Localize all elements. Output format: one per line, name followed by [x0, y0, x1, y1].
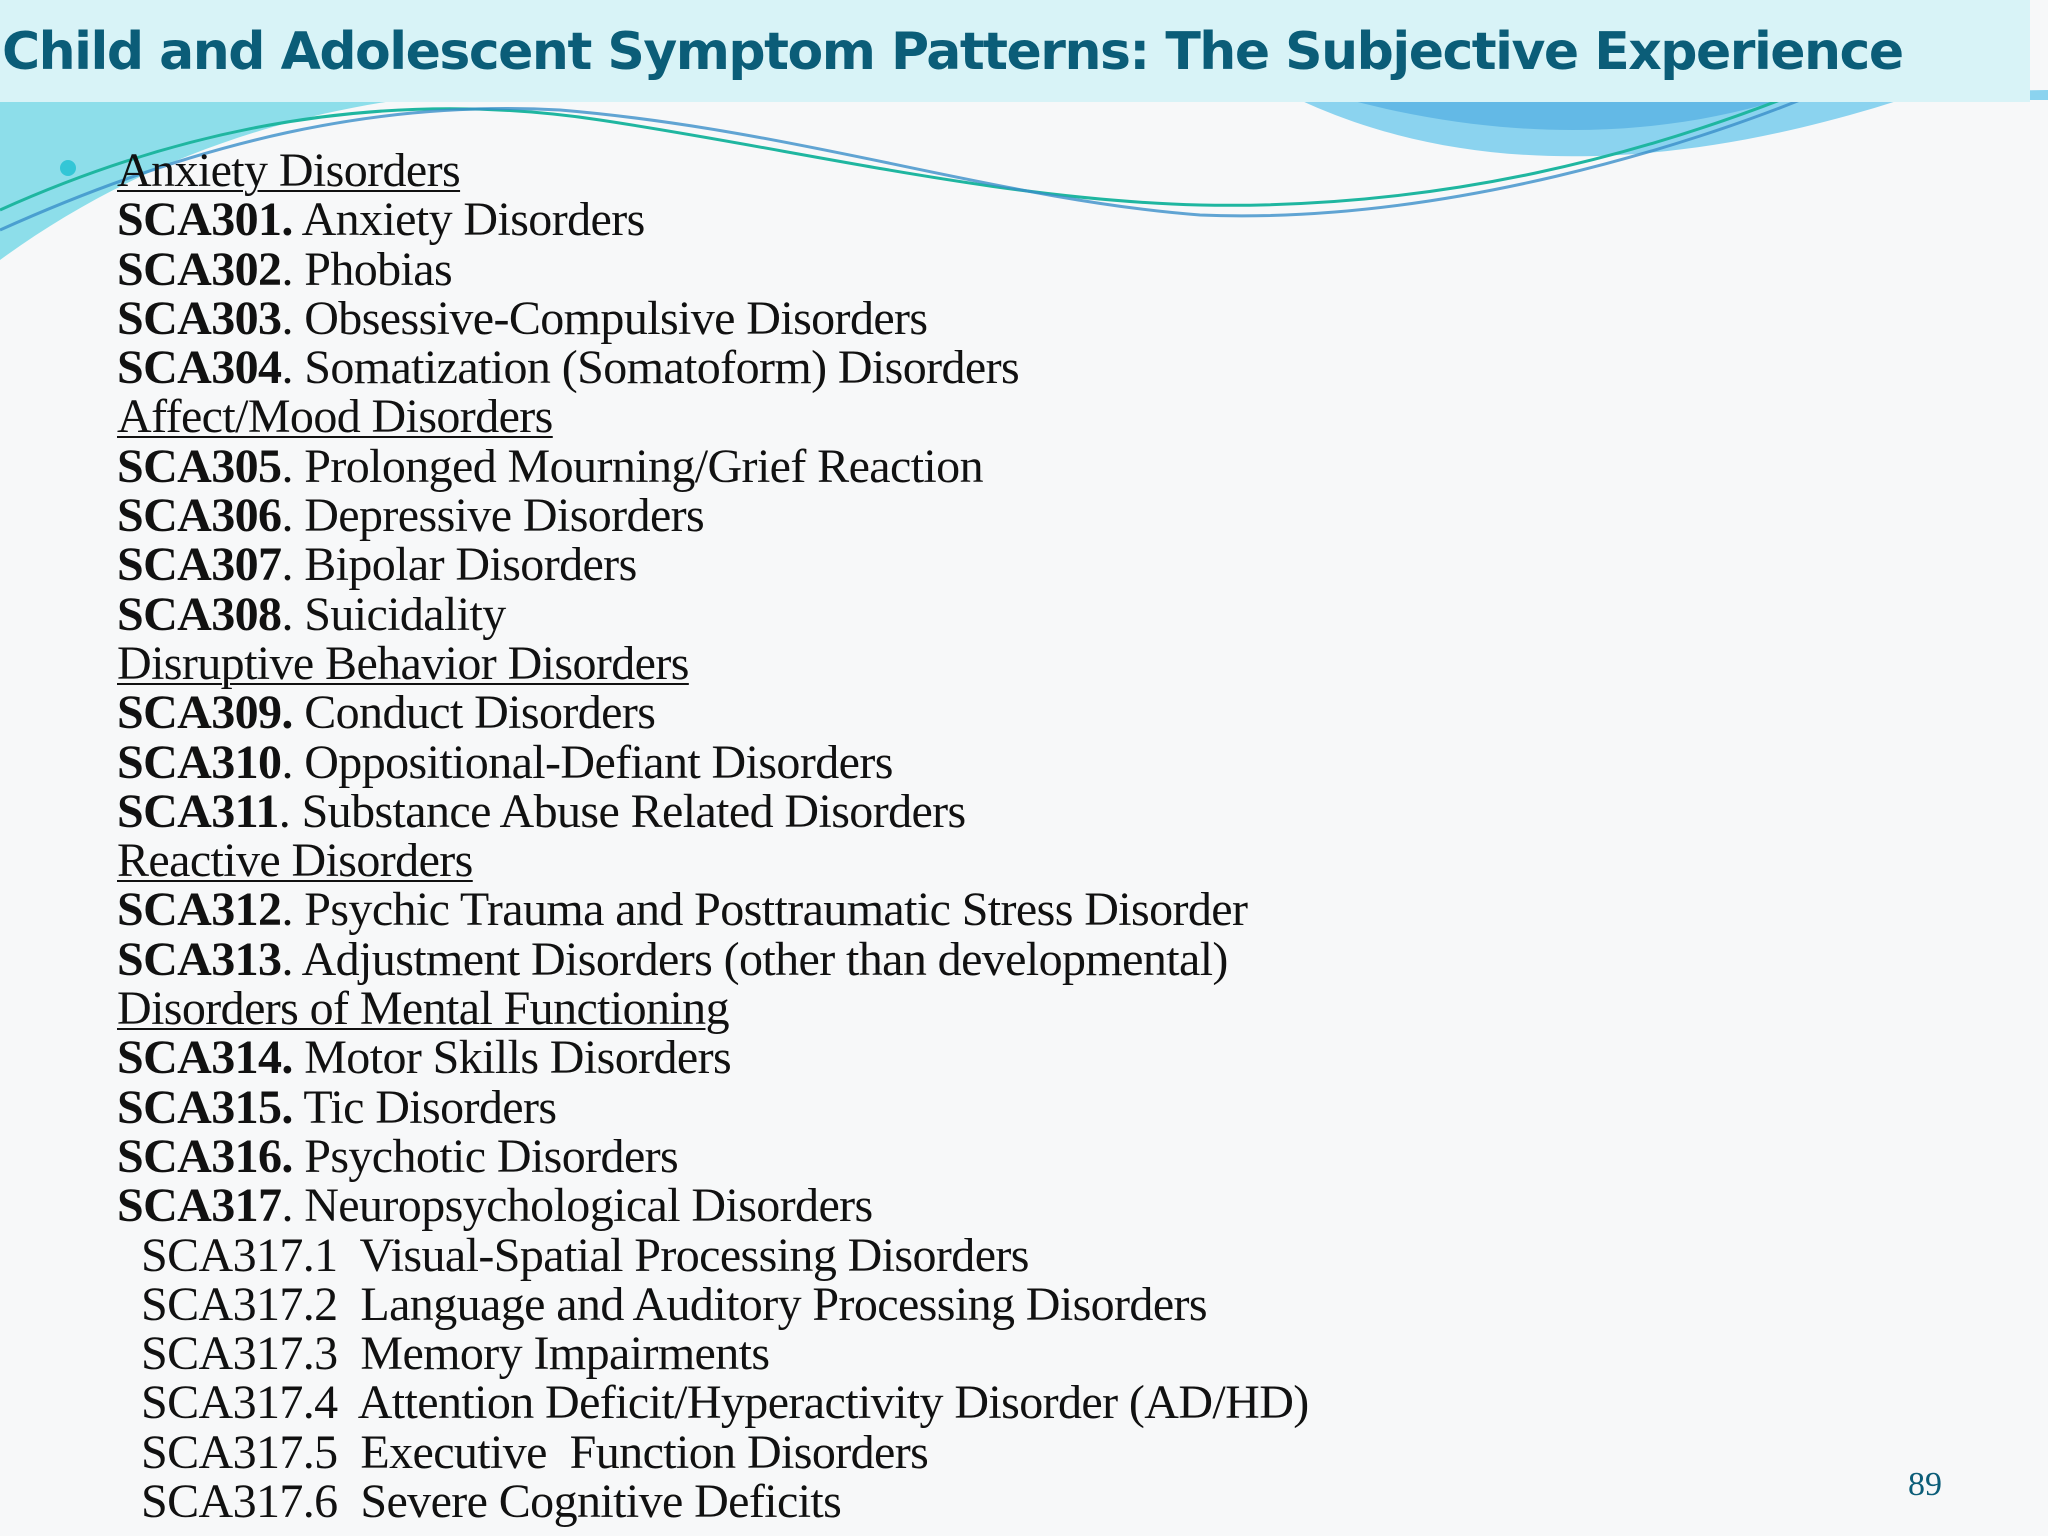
section-heading: Affect/Mood Disorders: [117, 392, 1309, 441]
item-code: SCA309.: [117, 686, 293, 740]
item-label: . Psychic Trauma and Posttraumatic Stres…: [281, 883, 1248, 937]
item-label: . Phobias: [281, 242, 453, 296]
item-label: Motor Skills Disorders: [292, 1031, 732, 1085]
sub-list-item: SCA317.5 Executive Function Disorders: [117, 1428, 1309, 1477]
item-code: SCA304: [117, 341, 282, 395]
item-code: SCA314.: [117, 1031, 293, 1085]
list-item: SCA301. Anxiety Disorders: [117, 195, 1309, 244]
sub-list-item: SCA317.1 Visual-Spatial Processing Disor…: [117, 1228, 1309, 1282]
sub-item-label: SCA317.1 Visual-Spatial Processing Disor…: [141, 1228, 1029, 1282]
item-label: Anxiety Disorders: [292, 193, 646, 247]
list-item: SCA314. Motor Skills Disorders: [117, 1033, 1309, 1082]
list-item: SCA313. Adjustment Disorders (other than…: [117, 935, 1309, 984]
list-item: SCA309. Conduct Disorders: [117, 688, 1309, 737]
item-code: SCA316.: [117, 1129, 293, 1183]
item-label: . Suicidality: [281, 587, 506, 641]
list-item: SCA306. Depressive Disorders: [117, 491, 1309, 540]
page-number: 89: [1908, 1466, 1942, 1503]
item-label: . Adjustment Disorders (other than devel…: [281, 932, 1228, 986]
list-item: SCA307. Bipolar Disorders: [117, 540, 1309, 589]
list-item: SCA308. Suicidality: [117, 590, 1309, 639]
item-code: SCA302: [117, 242, 282, 296]
list-item: SCA310. Oppositional-Defiant Disorders: [117, 735, 1309, 789]
item-label: Psychotic Disorders: [292, 1129, 679, 1183]
item-code: SCA317: [117, 1179, 282, 1233]
sub-item-label: SCA317.6 Severe Cognitive Deficits: [141, 1475, 842, 1529]
section-heading: Reactive Disorders: [117, 836, 1309, 885]
item-code: SCA315.: [117, 1080, 293, 1134]
list-item: SCA302. Phobias: [117, 242, 1309, 296]
sub-item-label: SCA317.4 Attention Deficit/Hyperactivity…: [141, 1376, 1309, 1430]
decorative-swoosh: [0, 89, 2048, 260]
item-label: . Bipolar Disorders: [281, 538, 637, 592]
item-code: SCA307: [117, 538, 282, 592]
item-code: SCA306: [117, 489, 282, 543]
sub-item-label: SCA317.2 Language and Auditory Processin…: [141, 1277, 1208, 1331]
item-label: . Depressive Disorders: [281, 489, 705, 543]
list-item: SCA316. Psychotic Disorders: [117, 1132, 1309, 1181]
item-label: . Neuropsychological Disorders: [281, 1179, 873, 1233]
title-band: [0, 0, 2030, 102]
section-heading-text: Disorders of Mental Functioning: [117, 982, 730, 1036]
list-item: SCA317. Neuropsychological Disorders: [117, 1181, 1309, 1230]
list-item: SCA315. Tic Disorders: [117, 1080, 1309, 1134]
item-code: SCA305: [117, 439, 282, 493]
sub-list-item: SCA317.2 Language and Auditory Processin…: [117, 1280, 1309, 1329]
item-label: . Somatization (Somatoform) Disorders: [281, 341, 1020, 395]
sub-item-label: SCA317.5 Executive Function Disorders: [141, 1425, 929, 1479]
item-label: . Substance Abuse Related Disorders: [278, 784, 966, 838]
item-label: . Prolonged Mourning/Grief Reaction: [281, 439, 983, 493]
item-code: SCA301.: [117, 193, 293, 247]
item-code: SCA308: [117, 587, 282, 641]
sub-list-item: SCA317.3 Memory Impairments: [117, 1329, 1309, 1378]
sub-item-label: SCA317.3 Memory Impairments: [141, 1327, 770, 1381]
section-heading: Disruptive Behavior Disorders: [117, 639, 1309, 688]
item-code: SCA310: [117, 735, 282, 789]
sub-list-item: SCA317.6 Severe Cognitive Deficits: [117, 1477, 1309, 1526]
bullet-icon: [60, 160, 76, 176]
list-item: SCA312. Psychic Trauma and Posttraumatic…: [117, 885, 1309, 934]
section-heading-text: Disruptive Behavior Disorders: [117, 636, 689, 690]
section-heading: Disorders of Mental Functioning: [117, 984, 1309, 1033]
section-heading-text: Reactive Disorders: [117, 834, 473, 888]
item-label: . Oppositional-Defiant Disorders: [281, 735, 893, 789]
item-label: Conduct Disorders: [292, 686, 656, 740]
item-label: . Obsessive-Compulsive Disorders: [281, 291, 928, 345]
item-label: Tic Disorders: [292, 1080, 557, 1134]
list-item: SCA304. Somatization (Somatoform) Disord…: [117, 343, 1309, 392]
list-item: SCA311. Substance Abuse Related Disorder…: [117, 787, 1309, 836]
section-heading: Anxiety Disorders: [117, 146, 1309, 195]
item-code: SCA303: [117, 291, 282, 345]
slide-title: Child and Adolescent Symptom Patterns: T…: [2, 22, 1904, 82]
item-code: SCA313: [117, 932, 282, 986]
symptom-pattern-list: Anxiety Disorders SCA301. Anxiety Disorde…: [117, 146, 1309, 1526]
item-code: SCA312: [117, 883, 282, 937]
section-heading-text: Affect/Mood Disorders: [117, 390, 553, 444]
item-code: SCA311: [117, 784, 279, 838]
section-heading-text: Anxiety Disorders: [117, 144, 461, 197]
list-item: SCA305. Prolonged Mourning/Grief Reactio…: [117, 442, 1309, 491]
list-item: SCA303. Obsessive-Compulsive Disorders: [117, 294, 1309, 343]
sub-list-item: SCA317.4 Attention Deficit/Hyperactivity…: [117, 1378, 1309, 1427]
